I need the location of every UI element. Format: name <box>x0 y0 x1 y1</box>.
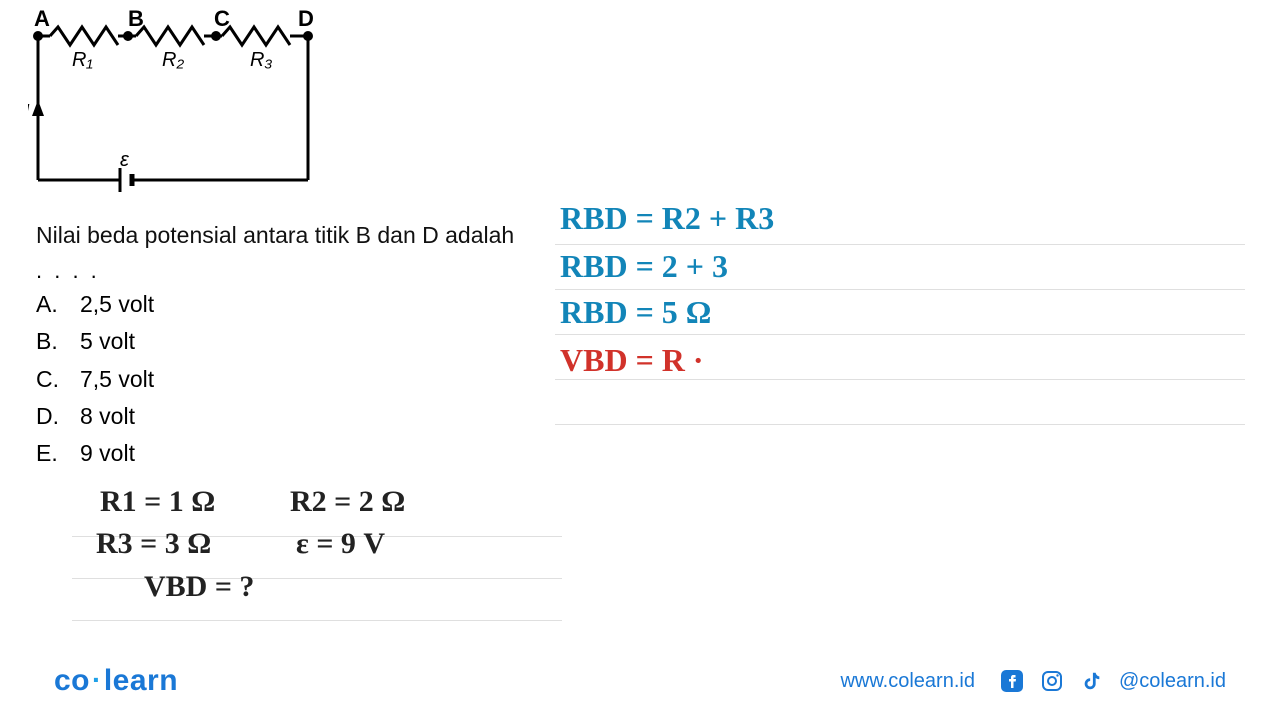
facebook-icon <box>999 668 1025 694</box>
r2-label: R₂ <box>162 49 184 71</box>
option-letter: C. <box>36 361 80 398</box>
node-a: A <box>34 8 50 31</box>
option-text: 2,5 volt <box>80 286 154 323</box>
r3-label: R₃ <box>250 49 272 71</box>
footer-right: www.colearn.id @colearn.id <box>840 668 1226 694</box>
handwriting-line: R2 = 2 Ω <box>290 485 405 519</box>
handwriting-line: R1 = 1 Ω <box>100 485 215 519</box>
brand-logo: co·learn <box>54 664 178 698</box>
option-text: 7,5 volt <box>80 361 154 398</box>
brand-learn: learn <box>104 664 178 697</box>
question-text: Nilai beda potensial antara titik B dan … <box>36 218 546 253</box>
handwriting-line: VBD = R · <box>560 342 704 379</box>
footer: co·learn www.colearn.id @colearn.id <box>0 664 1280 698</box>
option-e: E. 9 volt <box>36 435 154 472</box>
node-d: D <box>298 8 314 31</box>
answer-options: A. 2,5 volt B. 5 volt C. 7,5 volt D. 8 v… <box>36 286 154 472</box>
option-letter: B. <box>36 323 80 360</box>
handwriting-line: ε = 9 V <box>296 527 385 561</box>
circuit-diagram: A B C D <box>28 8 318 193</box>
brand-co: co <box>54 664 90 697</box>
option-text: 5 volt <box>80 323 135 360</box>
option-d: D. 8 volt <box>36 398 154 435</box>
handwriting-line: VBD = ? <box>144 570 254 604</box>
r1-label: R₁ <box>72 49 93 71</box>
option-letter: A. <box>36 286 80 323</box>
emf-label: ε <box>120 149 130 171</box>
option-letter: E. <box>36 435 80 472</box>
option-c: C. 7,5 volt <box>36 361 154 398</box>
option-text: 8 volt <box>80 398 135 435</box>
handwriting-line: RBD = R2 + R3 <box>560 200 774 237</box>
handwriting-line: R3 = 3 Ω <box>96 527 211 561</box>
handwriting-line: RBD = 2 + 3 <box>560 248 728 285</box>
option-text: 9 volt <box>80 435 135 472</box>
social-handle: @colearn.id <box>1119 670 1226 693</box>
footer-url: www.colearn.id <box>840 670 975 693</box>
tiktok-icon <box>1079 668 1105 694</box>
option-a: A. 2,5 volt <box>36 286 154 323</box>
option-letter: D. <box>36 398 80 435</box>
question-dots: . . . . <box>36 258 100 284</box>
brand-dot-icon: · <box>90 664 104 695</box>
handwriting-line: RBD = 5 Ω <box>560 294 711 331</box>
option-b: B. 5 volt <box>36 323 154 360</box>
current-label: I <box>28 101 30 123</box>
instagram-icon <box>1039 668 1065 694</box>
